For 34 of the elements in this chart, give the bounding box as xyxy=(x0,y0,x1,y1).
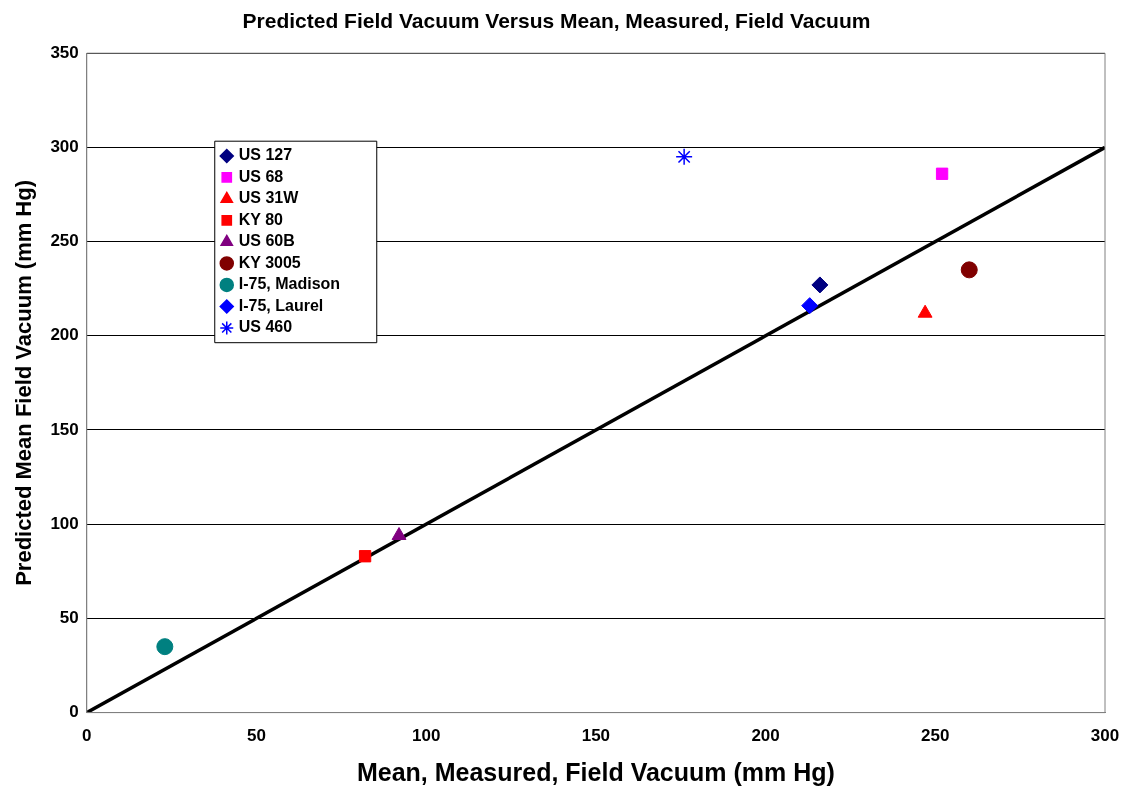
legend-label: I-75, Laurel xyxy=(238,296,324,314)
point xyxy=(358,550,372,563)
x-tick-label: 50 xyxy=(247,726,266,746)
legend-label: US 68 xyxy=(238,167,284,185)
legend-label: US 31W xyxy=(238,189,300,207)
x-tick-label: 150 xyxy=(581,726,611,746)
y-tick-label: 0 xyxy=(69,702,79,722)
y-tick-label: 150 xyxy=(50,419,79,439)
point xyxy=(156,638,174,656)
legend-label: KY 3005 xyxy=(238,253,301,271)
point xyxy=(935,167,949,180)
point xyxy=(811,276,829,294)
x-tick-label: 300 xyxy=(1090,726,1120,746)
x-tick-label: 250 xyxy=(921,726,950,746)
x-tick-label: 200 xyxy=(751,726,780,746)
y-tick-label: 350 xyxy=(50,42,79,62)
legend-label: I-75, Madison xyxy=(238,275,341,293)
legend-label: US 460 xyxy=(238,318,293,336)
x-tick-label: 100 xyxy=(411,726,441,746)
x-axis-title: Mean, Measured, Field Vacuum (mm Hg) xyxy=(356,757,835,786)
legend-label: US 60B xyxy=(238,232,295,250)
legend-label: KY 80 xyxy=(238,210,284,228)
x-tick-label: 0 xyxy=(82,726,92,746)
y-tick-label: 300 xyxy=(50,137,79,157)
y-tick-label: 200 xyxy=(50,325,79,345)
y-axis-title: Predicted Mean Field Vacuum (mm Hg) xyxy=(11,179,37,586)
chart-title: Predicted Field Vacuum Versus Mean, Measured, Field Vacuum xyxy=(242,9,871,33)
point xyxy=(675,148,693,166)
legend-label: US 127 xyxy=(238,146,293,164)
point xyxy=(960,261,978,279)
y-tick-label: 100 xyxy=(50,513,79,533)
point xyxy=(801,297,819,315)
y-tick-label: 50 xyxy=(59,608,79,628)
y-tick-label: 250 xyxy=(50,231,79,251)
